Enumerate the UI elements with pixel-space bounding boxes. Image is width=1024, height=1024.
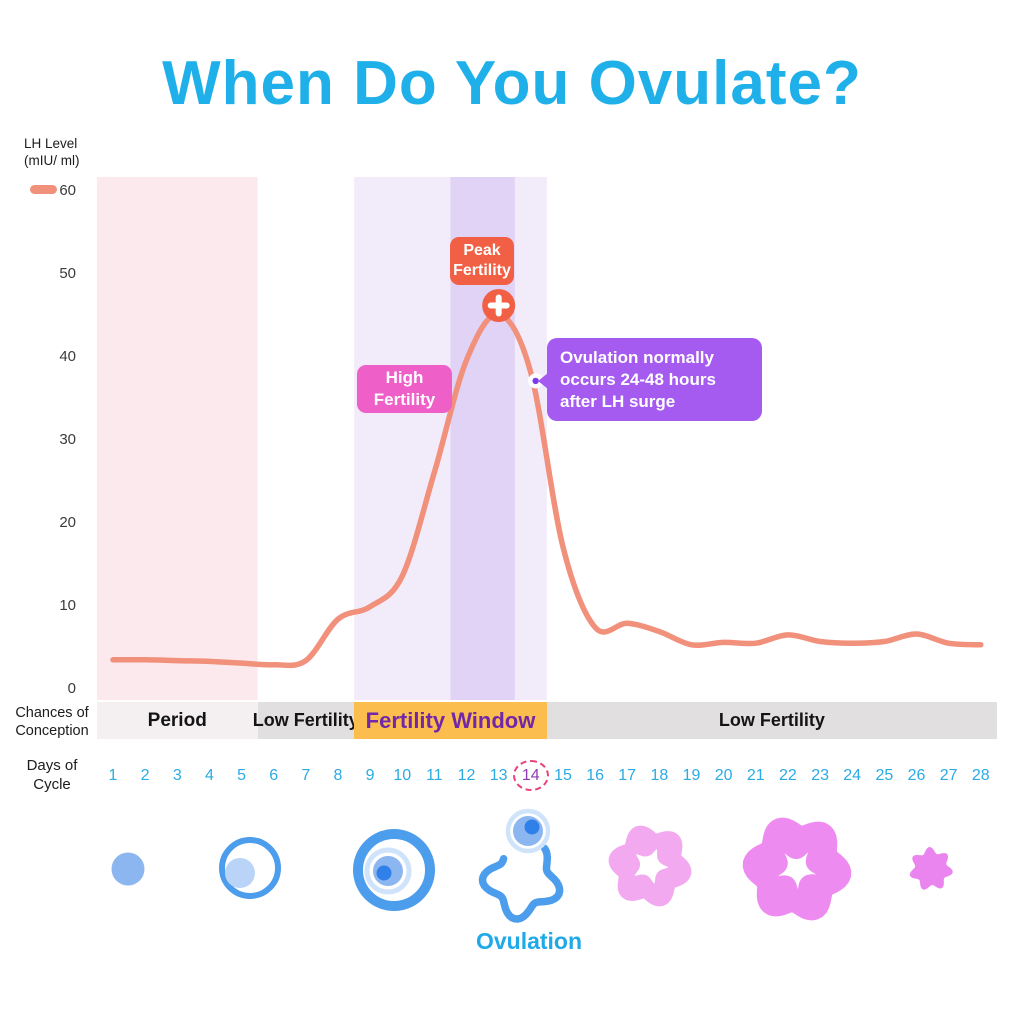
y-axis-title: LH Level (mIU/ ml) xyxy=(24,135,79,169)
callout-line1: Ovulation normally xyxy=(560,347,714,367)
cycle-day-18: 18 xyxy=(650,767,669,784)
chances-of-conception-label: Chances of Conception xyxy=(6,704,98,740)
cycle-day-24: 24 xyxy=(843,767,862,784)
ovulation-caption: Ovulation xyxy=(475,928,583,954)
cycle-day-6: 6 xyxy=(269,767,279,784)
cycle-day-19: 19 xyxy=(682,767,701,784)
cycle-day-27: 27 xyxy=(939,767,958,784)
cycle-day-15: 15 xyxy=(554,767,572,784)
conception-segment-low-fertility-1: Low Fertility xyxy=(253,702,359,739)
conception-segment-fertility-window-2: Fertility Window xyxy=(354,702,547,739)
y-axis-title-line2: (mIU/ ml) xyxy=(24,153,80,168)
peak-fertility-badge: Peak Fertility xyxy=(450,237,514,285)
cycle-day-21: 21 xyxy=(746,767,765,784)
chances-label-line1: Chances of xyxy=(15,705,89,721)
high-fertility-badge: High Fertility xyxy=(357,365,452,413)
cycle-day-25: 25 xyxy=(875,767,894,784)
cycle-day-26: 26 xyxy=(907,767,926,784)
cycle-day-9: 9 xyxy=(365,767,375,784)
ovulation-callout: Ovulation normally occurs 24-48 hours af… xyxy=(538,338,762,421)
cycle-day-28: 28 xyxy=(971,767,990,784)
days-label-line2: Cycle xyxy=(33,776,71,793)
cycle-day-10: 10 xyxy=(393,767,412,784)
page-title: When Do You Ovulate? xyxy=(162,49,862,118)
peak-badge-line2: Fertility xyxy=(453,262,511,279)
cycle-day-13: 13 xyxy=(489,767,508,784)
cycle-day-7: 7 xyxy=(301,767,311,784)
callout-line3: after LH surge xyxy=(560,391,676,411)
high-badge-line1: High xyxy=(385,368,424,387)
lh-series-legend-swatch xyxy=(30,185,57,194)
cycle-day-2: 2 xyxy=(140,767,150,784)
ovulation-day-dashed-ring xyxy=(512,760,549,791)
conception-segment-low-fertility-3: Low Fertility xyxy=(546,702,997,739)
days-of-cycle-label: Days of Cycle xyxy=(6,756,98,794)
cycle-day-3: 3 xyxy=(172,767,182,784)
high-badge-line2: Fertility xyxy=(373,390,436,409)
cycle-day-1: 1 xyxy=(108,767,118,784)
days-label-line1: Days of xyxy=(26,757,78,774)
cycle-day-16: 16 xyxy=(586,767,604,784)
callout-line2: occurs 24-48 hours xyxy=(560,369,716,389)
chances-label-line2: Conception xyxy=(15,723,89,739)
cycle-day-22: 22 xyxy=(778,767,797,784)
cycle-day-4: 4 xyxy=(204,767,214,784)
cycle-day-11: 11 xyxy=(426,767,443,784)
cycle-day-12: 12 xyxy=(457,767,476,784)
peak-badge-line1: Peak xyxy=(463,242,501,259)
cycle-day-17: 17 xyxy=(618,767,637,784)
cycle-day-20: 20 xyxy=(714,767,733,784)
conception-segment-period-0: Period xyxy=(96,702,258,739)
chances-of-conception-bar: Period Low Fertility Fertility Window Low F… xyxy=(0,702,1024,739)
cycle-day-5: 5 xyxy=(237,767,247,784)
cycle-day-23: 23 xyxy=(811,767,829,784)
y-axis-title-line1: LH Level xyxy=(24,136,78,151)
cycle-day-8: 8 xyxy=(333,767,343,784)
